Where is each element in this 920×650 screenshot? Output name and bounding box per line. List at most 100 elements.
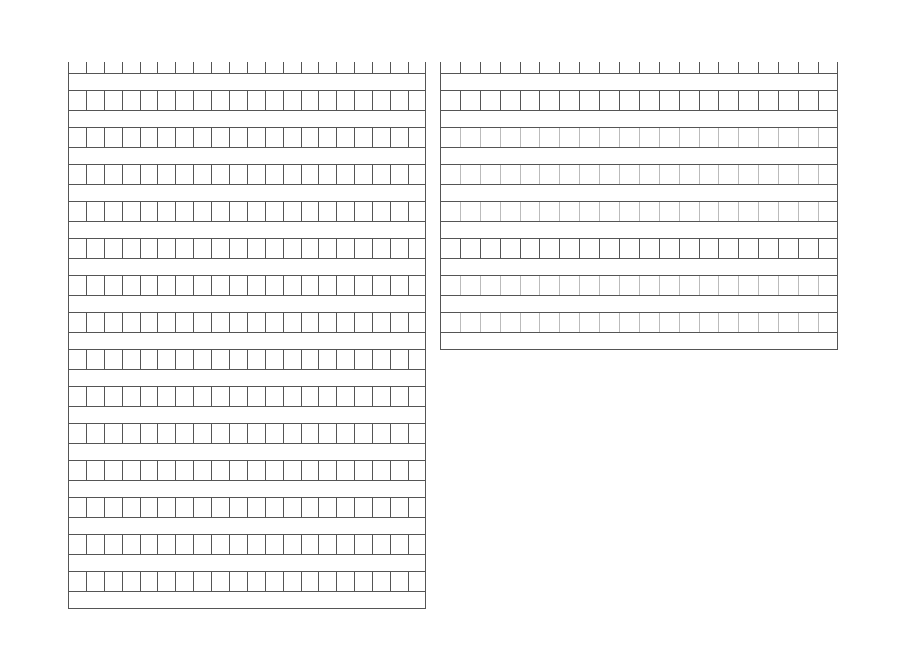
grid-cell — [521, 91, 541, 110]
grid-cell — [799, 202, 819, 221]
grid-cell — [819, 91, 839, 110]
grid-cell — [759, 91, 779, 110]
grid-cell — [230, 572, 248, 591]
half-cell — [391, 62, 409, 73]
grid-cell — [373, 91, 391, 110]
grid-cell — [337, 498, 355, 517]
half-cell — [319, 62, 337, 73]
grid-cell — [302, 535, 320, 554]
half-cell — [158, 62, 176, 73]
cell-row — [441, 91, 837, 111]
cell-row — [69, 572, 425, 592]
grid-cell — [461, 202, 481, 221]
cell-row — [69, 202, 425, 222]
grid-cell — [355, 572, 373, 591]
grid-cell — [123, 350, 141, 369]
half-cell — [284, 62, 302, 73]
grid-cell — [319, 461, 337, 480]
grid-cell — [640, 165, 660, 184]
grid-cell — [640, 313, 660, 332]
grid-cell — [355, 165, 373, 184]
grid-cell — [266, 424, 284, 443]
grid-cell — [391, 535, 409, 554]
grid-cell — [409, 572, 427, 591]
grid-cell — [481, 276, 501, 295]
grid-cell — [620, 91, 640, 110]
grid-cell — [141, 165, 159, 184]
grid-cell — [105, 572, 123, 591]
gap-row — [69, 555, 425, 572]
grid-cell — [212, 202, 230, 221]
grid-cell — [409, 535, 427, 554]
grid-cell — [212, 165, 230, 184]
grid-cell — [600, 276, 620, 295]
grid-cell — [123, 424, 141, 443]
grid-cell — [373, 276, 391, 295]
grid-cell — [69, 128, 87, 147]
cell-row — [69, 91, 425, 111]
grid-cell — [337, 239, 355, 258]
grid-cell — [123, 498, 141, 517]
grid-cell — [700, 91, 720, 110]
half-cell — [799, 62, 819, 73]
gap-row — [441, 185, 837, 202]
grid-cell — [680, 313, 700, 332]
grid-cell — [87, 202, 105, 221]
grid-cell — [441, 128, 461, 147]
half-cell — [141, 62, 159, 73]
grid-cell — [230, 424, 248, 443]
grid-cell — [230, 202, 248, 221]
grid-cell — [759, 239, 779, 258]
grid-cell — [230, 535, 248, 554]
grid-cell — [391, 572, 409, 591]
gap-row — [69, 407, 425, 424]
grid-cell — [176, 350, 194, 369]
grid-cell — [391, 239, 409, 258]
cell-row — [441, 165, 837, 185]
half-cell — [248, 62, 266, 73]
grid-cell — [441, 165, 461, 184]
grid-cell — [158, 572, 176, 591]
grid-cell — [461, 313, 481, 332]
grid-cell — [319, 128, 337, 147]
grid-cell — [600, 239, 620, 258]
grid-cell — [739, 202, 759, 221]
grid-cell — [660, 239, 680, 258]
grid-cell — [302, 91, 320, 110]
cell-row — [69, 350, 425, 370]
half-cell — [759, 62, 779, 73]
grid-cell — [212, 535, 230, 554]
grid-cell — [660, 165, 680, 184]
grid-cell — [230, 461, 248, 480]
grid-cell — [373, 313, 391, 332]
grid-cell — [779, 91, 799, 110]
grid-cell — [580, 313, 600, 332]
grid-cell — [560, 276, 580, 295]
grid-cell — [620, 128, 640, 147]
grid-cell — [266, 572, 284, 591]
grid-cell — [700, 202, 720, 221]
grid-cell — [176, 91, 194, 110]
grid-cell — [284, 276, 302, 295]
grid-cell — [391, 498, 409, 517]
gap-row — [69, 592, 425, 609]
half-cell — [212, 62, 230, 73]
grid-cell — [158, 239, 176, 258]
grid-cell — [248, 239, 266, 258]
grid-cell — [501, 202, 521, 221]
grid-cell — [700, 239, 720, 258]
grid-cell — [248, 350, 266, 369]
grid-cell — [141, 461, 159, 480]
cell-row — [69, 424, 425, 444]
grid-cell — [501, 165, 521, 184]
grid-cell — [355, 128, 373, 147]
grid-cell — [319, 424, 337, 443]
grid-cell — [319, 239, 337, 258]
grid-cell — [141, 276, 159, 295]
grid-cell — [87, 572, 105, 591]
grid-cell — [337, 276, 355, 295]
grid-cell — [640, 202, 660, 221]
grid-cell — [373, 572, 391, 591]
grid-cell — [337, 461, 355, 480]
gap-row — [69, 185, 425, 202]
